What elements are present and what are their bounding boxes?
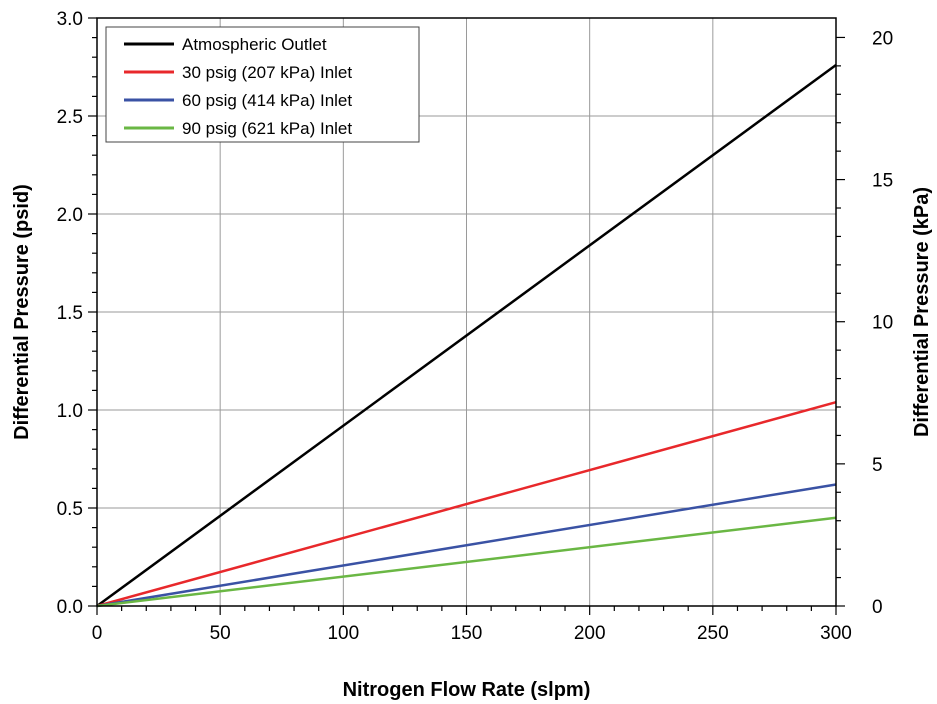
x-axis: 0 50 100 150 200 250 300	[92, 606, 852, 644]
legend: Atmospheric Outlet 30 psig (207 kPa) Inle…	[105, 26, 420, 143]
series-lines	[96, 64, 837, 608]
grid	[97, 18, 836, 606]
legend-label: Atmospheric Outlet	[182, 35, 327, 54]
x-tick-label: 300	[820, 623, 852, 644]
series-line	[96, 516, 837, 608]
y-tick-label-right: 20	[872, 28, 893, 49]
y-axis-left: 0.0 0.5 1.0 1.5 2.0 2.5 3.0	[57, 9, 97, 618]
y-tick-label-right: 5	[872, 455, 883, 476]
y-tick-label-left: 1.5	[57, 303, 83, 324]
x-tick-label: 150	[451, 623, 483, 644]
legend-label: 60 psig (414 kPa) Inlet	[182, 91, 352, 110]
x-tick-label: 100	[327, 623, 359, 644]
y-tick-label-left: 2.5	[57, 107, 83, 128]
x-tick-label: 200	[574, 623, 606, 644]
y-tick-label-left: 2.0	[57, 205, 83, 226]
y-tick-label-right: 10	[872, 313, 893, 334]
y-tick-label-left: 3.0	[57, 9, 83, 30]
y-tick-label-left: 1.0	[57, 401, 83, 422]
x-axis-title: Nitrogen Flow Rate (slpm)	[343, 679, 591, 701]
y-tick-label-right: 0	[872, 597, 883, 618]
x-tick-label: 0	[92, 623, 103, 644]
y-axis-right: 0 5 10 15 20	[836, 28, 893, 618]
y-axis-title-right: Differential Pressure (kPa)	[911, 187, 933, 437]
legend-box	[105, 26, 420, 143]
legend-label: 90 psig (621 kPa) Inlet	[182, 119, 352, 138]
legend-label: 30 psig (207 kPa) Inlet	[182, 63, 352, 82]
y-tick-label-left: 0.5	[57, 499, 83, 520]
y-tick-label-left: 0.0	[57, 597, 83, 618]
y-axis-title-left: Differential Pressure (psid)	[11, 184, 33, 440]
y-tick-label-right: 15	[872, 171, 893, 192]
x-tick-label: 50	[210, 623, 231, 644]
series-line	[96, 400, 837, 608]
series-line	[96, 64, 837, 608]
series-line	[96, 483, 837, 608]
x-tick-label: 250	[697, 623, 729, 644]
